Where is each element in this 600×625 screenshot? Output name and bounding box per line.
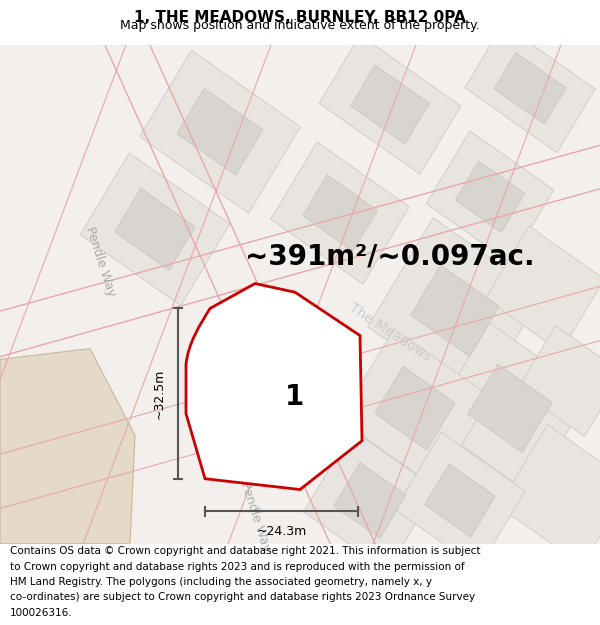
Text: 1: 1 <box>286 383 305 411</box>
Polygon shape <box>340 329 490 488</box>
Polygon shape <box>302 175 377 251</box>
PathPatch shape <box>186 284 362 489</box>
Polygon shape <box>375 366 455 450</box>
Text: Pendle Way: Pendle Way <box>83 225 118 298</box>
Polygon shape <box>177 88 263 175</box>
Polygon shape <box>271 142 409 284</box>
Polygon shape <box>517 326 600 436</box>
Polygon shape <box>368 217 542 404</box>
Text: The Meadows: The Meadows <box>346 301 434 364</box>
Text: 100026316.: 100026316. <box>10 608 72 618</box>
Polygon shape <box>425 464 496 537</box>
Text: ~391m²/~0.097ac.: ~391m²/~0.097ac. <box>245 242 535 271</box>
Text: to Crown copyright and database rights 2023 and is reproduced with the permissio: to Crown copyright and database rights 2… <box>10 562 464 572</box>
Polygon shape <box>426 131 554 262</box>
Polygon shape <box>494 52 566 124</box>
Polygon shape <box>140 50 301 213</box>
Polygon shape <box>350 65 430 144</box>
Text: ~24.3m: ~24.3m <box>256 526 307 538</box>
Polygon shape <box>455 161 525 232</box>
Polygon shape <box>499 424 600 566</box>
Polygon shape <box>304 430 436 571</box>
Text: co-ordinates) are subject to Crown copyright and database rights 2023 Ordnance S: co-ordinates) are subject to Crown copyr… <box>10 592 475 602</box>
Polygon shape <box>334 462 406 539</box>
Text: Map shows position and indicative extent of the property.: Map shows position and indicative extent… <box>120 19 480 32</box>
Polygon shape <box>468 364 552 452</box>
Text: 1, THE MEADOWS, BURNLEY, BB12 0PA: 1, THE MEADOWS, BURNLEY, BB12 0PA <box>134 10 466 25</box>
Polygon shape <box>80 153 230 306</box>
Polygon shape <box>410 265 499 356</box>
Polygon shape <box>465 24 595 152</box>
Polygon shape <box>395 432 525 569</box>
Text: ~32.5m: ~32.5m <box>153 368 166 419</box>
Polygon shape <box>319 35 461 174</box>
Text: Pendle Way: Pendle Way <box>238 480 272 553</box>
Polygon shape <box>0 349 135 544</box>
Text: HM Land Registry. The polygons (including the associated geometry, namely x, y: HM Land Registry. The polygons (includin… <box>10 577 431 587</box>
Text: Contains OS data © Crown copyright and database right 2021. This information is : Contains OS data © Crown copyright and d… <box>10 546 480 556</box>
Polygon shape <box>115 188 196 271</box>
Polygon shape <box>485 226 600 352</box>
Polygon shape <box>430 322 590 494</box>
